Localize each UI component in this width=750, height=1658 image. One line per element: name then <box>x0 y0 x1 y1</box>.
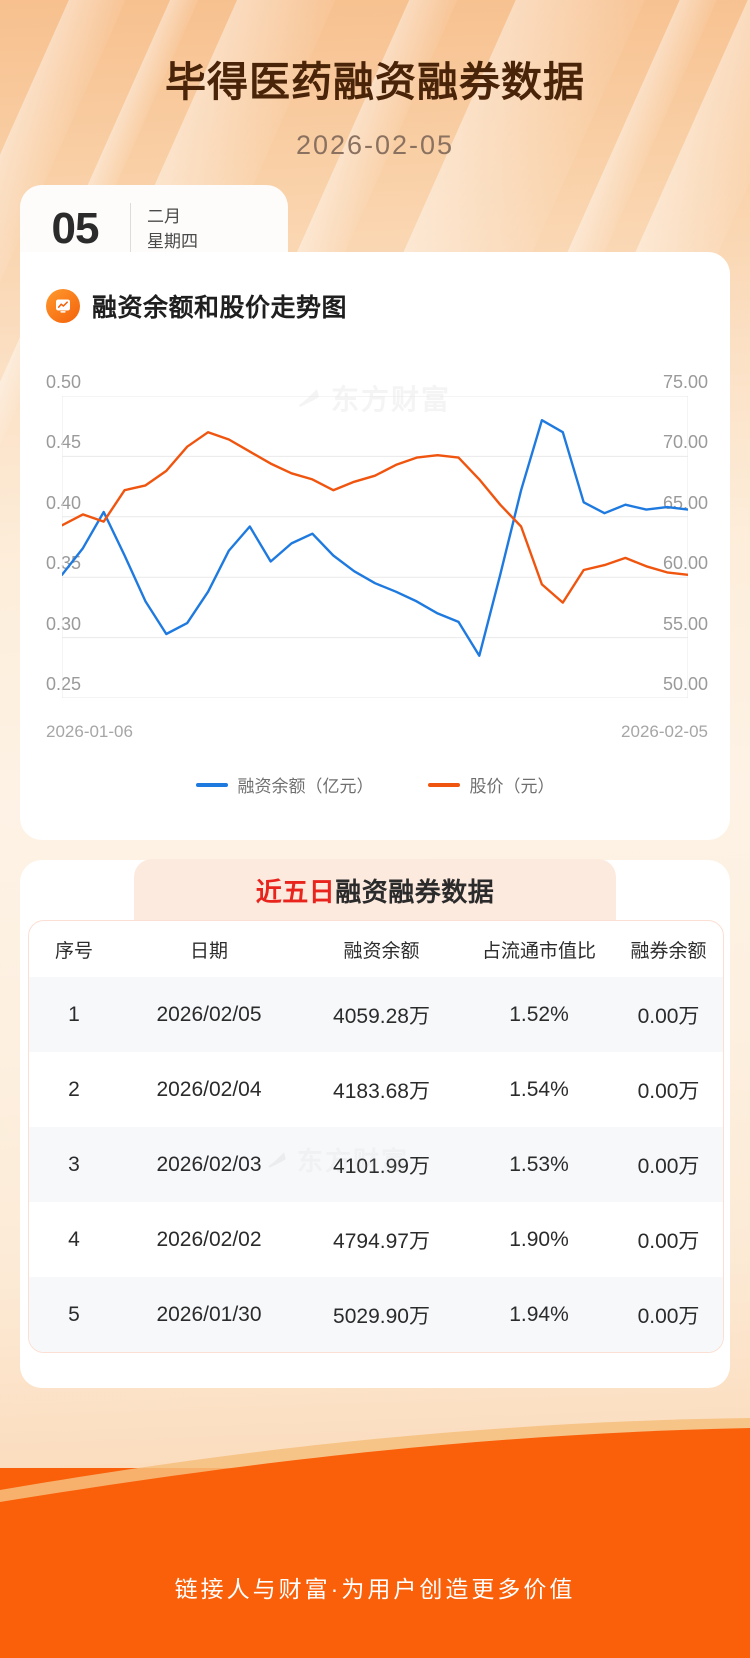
cell-short-balance: 0.00万 <box>637 1229 700 1253</box>
cell-ratio: 1.94% <box>509 1302 569 1326</box>
legend-swatch-1 <box>427 782 460 787</box>
y-tick-left-2: 0.40 <box>46 492 82 513</box>
table-card: 近五日 融资融券数据 序号 日期 融资余额 占流通市值比 融券余额 1 2026/0… <box>20 859 730 1388</box>
cell-margin-balance: 4059.28万 <box>333 1004 430 1028</box>
poster-header: 毕得医药融资融券数据 2026-02-05 <box>0 0 750 161</box>
cell-index: 1 <box>68 1002 80 1026</box>
y-tick-left-1: 0.45 <box>46 432 82 453</box>
page-title: 毕得医药融资融券数据 <box>165 58 585 106</box>
y-tick-right-5: 50.00 <box>662 674 708 694</box>
table-header-row: 序号 日期 融资余额 占流通市值比 融券余额 <box>29 921 723 977</box>
cell-date: 2026/02/03 <box>156 1152 262 1176</box>
eastmoney-logo-icon <box>268 1151 286 1168</box>
legend-item-0[interactable]: 融资余额（亿元） <box>195 772 374 797</box>
y-tick-right-1: 70.00 <box>662 432 708 453</box>
footer-wave <box>0 1418 750 1508</box>
cell-date: 2026/02/02 <box>156 1227 262 1251</box>
table-watermark: 东方财富 <box>265 1141 409 1178</box>
legend-label-1: 股价（元） <box>469 777 555 796</box>
legend-label-0: 融资余额（亿元） <box>237 777 374 796</box>
cell-margin-balance: 4794.97万 <box>333 1229 430 1253</box>
cell-index: 3 <box>68 1152 80 1176</box>
x-axis-end-label: 2026-02-05 <box>621 722 708 741</box>
y-tick-right-3: 60.00 <box>662 553 708 574</box>
y-tick-left-3: 0.35 <box>46 553 82 574</box>
y-tick-right-4: 55.00 <box>662 613 708 634</box>
legend-swatch-0 <box>195 782 228 787</box>
table-watermark-text: 东方财富 <box>297 1146 410 1176</box>
column-header-margin-balance: 融资余额 <box>343 940 420 962</box>
margin-trading-table: 序号 日期 融资余额 占流通市值比 融券余额 1 2026/02/05 4059.2… <box>28 920 724 1353</box>
cell-short-balance: 0.00万 <box>637 1079 700 1103</box>
y-tick-left-4: 0.30 <box>46 613 82 634</box>
date-chip-weekday: 星期四 <box>147 232 198 251</box>
column-header-ratio: 占流通市值比 <box>481 940 596 962</box>
table-row[interactable]: 5 2026/01/30 5029.90万 1.94% 0.00万 <box>29 1277 723 1352</box>
date-chip-day: 05 <box>51 204 100 253</box>
x-axis-start-label: 2026-01-06 <box>46 722 133 741</box>
footer-slogan: 链接人与财富·为用户创造更多价值 <box>0 1570 750 1604</box>
table-title-banner: 近五日 融资融券数据 <box>134 859 616 921</box>
series-line-1 <box>62 431 688 604</box>
footer-slogan-text: 链接人与财富·为用户创造更多价值 <box>174 1576 576 1602</box>
cell-index: 5 <box>68 1302 80 1326</box>
column-header-short-balance: 融券余额 <box>630 940 707 962</box>
cell-short-balance: 0.00万 <box>637 1004 700 1028</box>
line-chart-plot <box>62 396 688 698</box>
cell-date: 2026/01/30 <box>156 1302 262 1326</box>
cell-ratio: 1.52% <box>509 1002 569 1026</box>
cell-short-balance: 0.00万 <box>637 1304 700 1328</box>
cell-index: 2 <box>68 1077 80 1101</box>
cell-margin-balance: 5029.90万 <box>333 1304 430 1328</box>
chart-legend: 融资余额（亿元） 股价（元） <box>20 772 730 797</box>
y-tick-right-0: 75.00 <box>662 372 708 392</box>
chart-section-title: 融资余额和股价走势图 <box>20 252 730 324</box>
date-chip-month: 二月 <box>147 206 181 226</box>
table-title-highlight: 近五日 <box>255 876 336 907</box>
series-line-0 <box>62 419 688 657</box>
table-row[interactable]: 1 2026/02/05 4059.28万 1.52% 0.00万 <box>29 977 723 1052</box>
table-row[interactable]: 东方财富 3 2026/02/03 4101.99万 1.53% 0.00万 <box>29 1127 723 1202</box>
table-body: 1 2026/02/05 4059.28万 1.52% 0.00万 2 2026/02/04… <box>29 977 723 1352</box>
table-title-rest: 融资融券数据 <box>335 876 495 907</box>
chart-title-text: 融资余额和股价走势图 <box>92 294 348 322</box>
column-header-date: 日期 <box>189 940 228 962</box>
y-tick-left-5: 0.25 <box>46 674 82 694</box>
column-header-index: 序号 <box>54 940 93 962</box>
chart-card: 融资余额和股价走势图 东方财富 0.50 0.45 0.40 0.35 0.30 0.25… <box>20 252 730 840</box>
cell-date: 2026/02/04 <box>156 1077 262 1101</box>
cell-margin-balance: 4101.99万 <box>333 1154 430 1178</box>
cell-date: 2026/02/05 <box>156 1002 262 1026</box>
cell-ratio: 1.53% <box>509 1152 569 1176</box>
table-row[interactable]: 2 2026/02/04 4183.68万 1.54% 0.00万 <box>29 1052 723 1127</box>
cell-short-balance: 0.00万 <box>637 1154 700 1178</box>
date-chip-divider <box>130 203 131 255</box>
chart-area: 东方财富 0.50 0.45 0.40 0.35 0.30 0.25 75.00 70.00… <box>20 360 730 820</box>
table-row[interactable]: 4 2026/02/02 4794.97万 1.90% 0.00万 <box>29 1202 723 1277</box>
cell-margin-balance: 4183.68万 <box>333 1079 430 1103</box>
y-tick-left-0: 0.50 <box>46 372 82 392</box>
legend-item-1[interactable]: 股价（元） <box>427 772 555 797</box>
cell-ratio: 1.90% <box>509 1227 569 1251</box>
page-date: 2026-02-05 <box>295 130 455 160</box>
cell-ratio: 1.54% <box>509 1077 569 1101</box>
cell-index: 4 <box>68 1227 80 1251</box>
chart-monitor-icon <box>46 289 80 323</box>
